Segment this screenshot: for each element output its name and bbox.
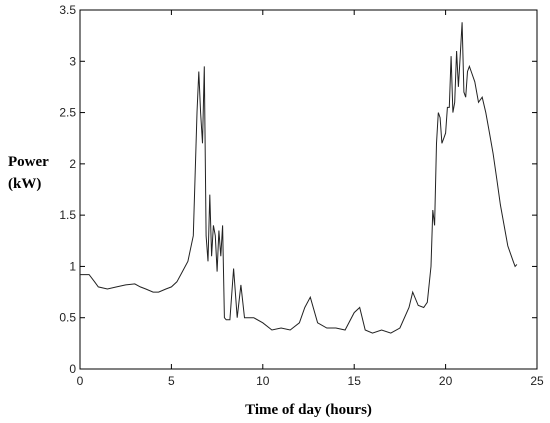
y-tick-label: 2.5	[59, 106, 76, 120]
x-tick-label: 15	[348, 374, 362, 388]
y-axis-ticks: 0 0.5 1 1.5 2 2.5 3 3.5	[59, 3, 537, 376]
x-axis-label: Time of day (hours)	[245, 402, 372, 418]
x-tick-label: 5	[168, 374, 175, 388]
y-tick-label: 2	[69, 157, 76, 171]
x-tick-label: 20	[439, 374, 453, 388]
y-tick-label: 3.5	[59, 3, 76, 17]
y-tick-label: 0.5	[59, 311, 76, 325]
y-tick-label: 1.5	[59, 208, 76, 222]
y-tick-label: 0	[69, 362, 76, 376]
plot-frame	[79, 9, 538, 370]
y-axis-label-line-1: Power	[8, 154, 49, 170]
plot-area	[79, 9, 538, 370]
x-tick-label: 0	[77, 374, 84, 388]
x-axis-ticks: 0 5 10 15 20 25	[77, 10, 544, 388]
y-axis-label-line-2: (kW)	[8, 176, 41, 192]
y-tick-label: 1	[69, 259, 76, 273]
x-tick-label: 10	[256, 374, 270, 388]
x-tick-label: 25	[530, 374, 544, 388]
y-tick-label: 3	[69, 54, 76, 68]
series-line	[80, 22, 518, 334]
